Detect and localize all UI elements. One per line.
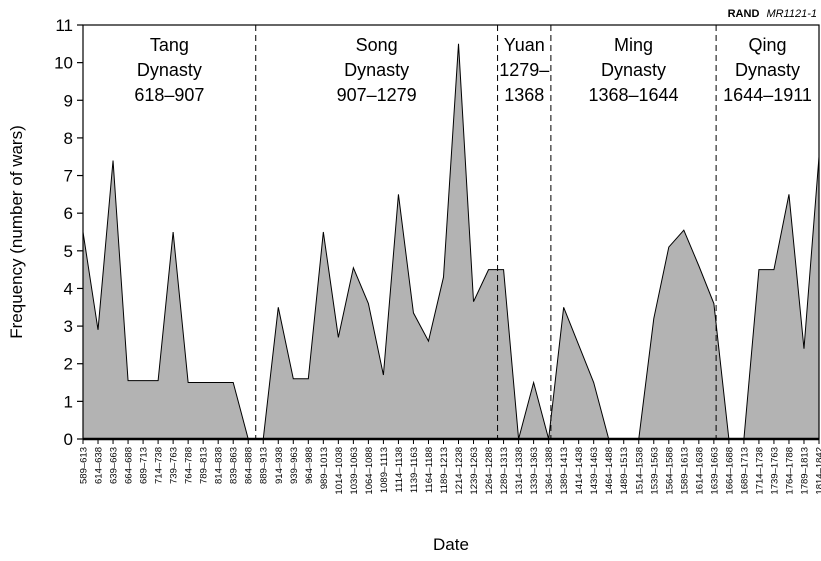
x-tick-label: 1114–1138 [394, 447, 405, 492]
dynasty-label-line: 1279– [499, 60, 549, 80]
x-tick-label: 889–913 [259, 447, 270, 484]
x-tick-label: 1614–1638 [694, 447, 705, 495]
x-tick-label: 1439–1463 [589, 447, 600, 495]
dynasty-label-line: 1368 [504, 85, 544, 105]
y-tick-label: 10 [54, 54, 73, 73]
x-tick-label: 1764–1788 [784, 447, 795, 495]
rand-credit-bold: RAND [728, 8, 760, 20]
x-tick-label: 714–738 [154, 447, 165, 484]
y-axis-label: Frequency (number of wars) [7, 125, 26, 339]
dynasty-label-line: Song [356, 35, 398, 55]
x-tick-label: 1089–1113 [379, 447, 390, 493]
y-tick-label: 6 [64, 204, 73, 223]
x-tick-label: 1189–1213 [439, 447, 450, 494]
dynasty-label-line: 618–907 [134, 85, 204, 105]
dynasty-dividers [255, 25, 717, 439]
x-tick-label: 1414–1438 [574, 447, 585, 495]
x-tick-label: 1339–1363 [529, 447, 540, 495]
x-tick-label: 814–838 [214, 447, 225, 484]
x-tick-label: 1364–1388 [544, 447, 555, 495]
dynasty-label-line: 907–1279 [337, 85, 417, 105]
x-tick-label: 1164–1188 [424, 447, 435, 493]
x-tick-label: 1014–1038 [334, 447, 345, 495]
y-tick-label: 7 [64, 167, 73, 186]
x-tick-label: 1789–1813 [799, 447, 810, 495]
x-tick-label: 1489–1513 [619, 447, 630, 495]
x-tick-label: 1589–1613 [679, 447, 690, 495]
dynasty-label-line: Dynasty [344, 60, 409, 80]
x-tick-label: 939–963 [289, 447, 300, 484]
x-tick-label: 789–813 [199, 447, 210, 484]
x-tick-label: 864–888 [244, 447, 255, 484]
dynasty-label-line: Dynasty [735, 60, 800, 80]
rand-credit-code: MR1121-1 [766, 8, 817, 20]
dynasty-label-line: Qing [749, 35, 787, 55]
dynasty-label-line: Dynasty [137, 60, 202, 80]
dynasty-label-qing: Qing Dynasty 1644–1911 [723, 35, 812, 105]
x-tick-label: 639–663 [109, 447, 120, 484]
x-tick-label: 1564–1588 [664, 447, 675, 495]
x-tick-label: 1539–1563 [649, 447, 660, 495]
x-tick-label: 589–613 [79, 447, 90, 484]
dynasty-label-yuan: Yuan 1279– 1368 [499, 35, 549, 105]
x-tick-label: 614–638 [94, 447, 105, 484]
x-tick-label: 1039–1063 [349, 447, 360, 495]
rand-credit: RAND MR1121-1 [728, 8, 817, 20]
y-tick-label: 2 [64, 355, 73, 374]
x-tick-label: 764–788 [184, 447, 195, 484]
x-tick-label: 1814–1842 [815, 447, 821, 495]
x-tick-label: 1289–1313 [499, 447, 510, 495]
y-tick-label: 3 [64, 317, 73, 336]
x-tick-label: 1714–1738 [754, 447, 765, 495]
x-tick-label: 914–938 [274, 447, 285, 484]
dynasty-label-line: Tang [150, 35, 189, 55]
dynasty-label-line: Dynasty [601, 60, 666, 80]
x-tick-label: 664–688 [124, 447, 135, 484]
x-tick-label: 1314–1338 [514, 447, 525, 495]
x-tick-label: 1739–1763 [769, 447, 780, 495]
dynasty-label-song: Song Dynasty 907–1279 [337, 35, 417, 105]
y-tick-label: 5 [64, 242, 73, 261]
x-tick-label: 964–988 [304, 447, 315, 484]
dynasty-label-line: 1368–1644 [588, 85, 678, 105]
x-tick-label: 1064–1088 [364, 447, 375, 495]
x-tick-label: 1639–1663 [709, 447, 720, 495]
x-tick-label: 1389–1413 [559, 447, 570, 495]
x-tick-label: 1214–1238 [454, 447, 465, 495]
y-tick-label: 9 [64, 91, 73, 110]
dynasty-labels: Tang Dynasty 618–907 Song Dynasty 907–1279 Yua… [134, 35, 812, 105]
x-tick-label: 989–1013 [319, 447, 330, 489]
y-tick-label: 8 [64, 129, 73, 148]
dynasty-label-line: 1644–1911 [723, 85, 812, 105]
y-axis-ticks: 0 1 2 3 4 5 6 7 8 9 10 11 [54, 16, 83, 449]
dynasty-label-line: Yuan [504, 35, 545, 55]
y-tick-label: 11 [55, 16, 73, 35]
y-tick-label: 0 [64, 430, 73, 449]
x-tick-label: 1264–1288 [484, 447, 495, 495]
x-tick-label: 689–713 [139, 447, 150, 484]
x-tick-label: 1514–1538 [634, 447, 645, 495]
x-tick-label: 1139–1163 [409, 447, 420, 493]
frequency-area [82, 43, 820, 440]
x-tick-label: 1664–1688 [724, 447, 735, 495]
x-tick-label: 739–763 [169, 447, 180, 484]
dynasty-label-ming: Ming Dynasty 1368–1644 [588, 35, 678, 105]
x-axis-label: Date [433, 535, 469, 554]
x-tick-label: 1464–1488 [604, 447, 615, 495]
y-tick-label: 1 [64, 392, 73, 411]
dynasty-label-tang: Tang Dynasty 618–907 [134, 35, 204, 105]
x-tick-label: 1239–1263 [469, 447, 480, 495]
plot-frame [82, 24, 820, 440]
y-tick-label: 4 [64, 279, 73, 298]
x-tick-label: 839–863 [229, 447, 240, 484]
x-tick-label: 1689–1713 [739, 447, 750, 495]
dynasty-label-line: Ming [614, 35, 653, 55]
x-axis-ticks: 589–613 614–638 639–663 664–688 689–713 714–7… [79, 439, 821, 495]
